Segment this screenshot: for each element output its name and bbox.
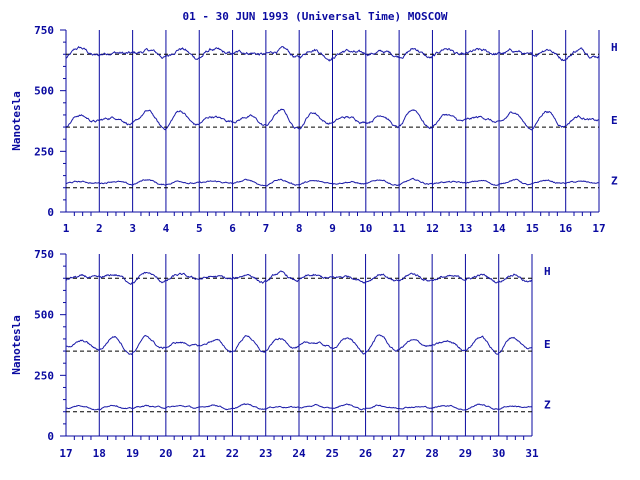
x-tick-label: 19: [126, 447, 139, 460]
trace-e: [65, 334, 533, 356]
x-tick-label: 25: [326, 447, 339, 460]
y-tick-label: 250: [34, 145, 54, 158]
series-label-z: Z: [544, 398, 551, 411]
trace-e: [65, 108, 600, 131]
x-tick-label: 5: [196, 222, 203, 235]
x-tick-label: 17: [59, 447, 72, 460]
x-tick-label: 8: [296, 222, 303, 235]
y-tick-label: 0: [47, 430, 54, 443]
x-tick-label: 20: [159, 447, 172, 460]
x-tick-label: 2: [96, 222, 103, 235]
y-tick-label: 500: [34, 85, 54, 98]
trace-h: [65, 270, 533, 286]
series-label-e: E: [544, 338, 551, 351]
x-tick-label: 11: [393, 222, 407, 235]
chart-title: 01 - 30 JUN 1993 (Universal Time) MOSCOW: [183, 10, 448, 23]
x-tick-label: 9: [329, 222, 336, 235]
x-tick-label: 15: [526, 222, 539, 235]
y-tick-label: 250: [34, 369, 54, 382]
x-tick-label: 14: [492, 222, 506, 235]
y-axis-label: Nanotesla: [10, 91, 23, 151]
x-tick-label: 18: [93, 447, 106, 460]
x-tick-label: 31: [525, 447, 539, 460]
x-tick-label: 3: [129, 222, 136, 235]
x-tick-label: 17: [592, 222, 605, 235]
x-tick-label: 16: [559, 222, 573, 235]
x-tick-label: 13: [459, 222, 472, 235]
y-axis-label: Nanotesla: [10, 315, 23, 375]
trace-z: [65, 403, 533, 411]
series-label-e: E: [611, 114, 618, 127]
y-tick-label: 750: [34, 248, 54, 261]
x-tick-label: 28: [426, 447, 439, 460]
series-label-h: H: [544, 265, 551, 278]
y-tick-label: 500: [34, 309, 54, 322]
x-tick-label: 29: [459, 447, 472, 460]
x-tick-label: 10: [359, 222, 372, 235]
x-tick-label: 6: [229, 222, 236, 235]
x-tick-label: 21: [193, 447, 207, 460]
trace-h: [65, 45, 600, 62]
x-tick-label: 1: [63, 222, 70, 235]
panel-2: 750 500 250 0 Nanotesla 17 18 19 20 21 22 23 24 25 26 2…: [10, 248, 551, 460]
y-tick-label: 750: [34, 24, 54, 37]
x-tick-label: 7: [263, 222, 270, 235]
x-tick-label: 12: [426, 222, 439, 235]
x-tick-label: 27: [392, 447, 405, 460]
x-tick-label: 23: [259, 447, 272, 460]
x-tick-label: 22: [226, 447, 239, 460]
y-tick-label: 0: [47, 206, 54, 219]
trace-z: [65, 177, 600, 187]
series-label-h: H: [611, 41, 618, 54]
x-tick-label: 24: [292, 447, 306, 460]
series-label-z: Z: [611, 174, 618, 187]
x-tick-label: 30: [492, 447, 505, 460]
x-tick-label: 4: [163, 222, 170, 235]
x-tick-label: 26: [359, 447, 373, 460]
